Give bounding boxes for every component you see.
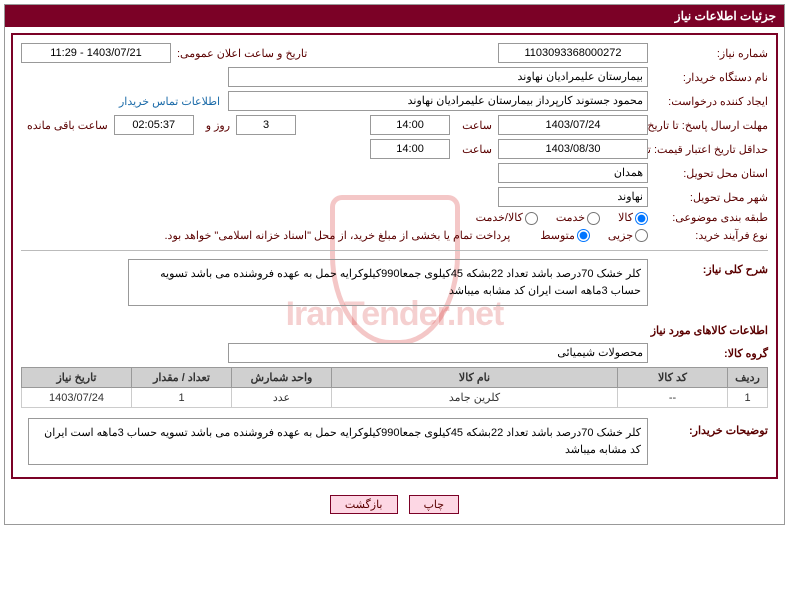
label-requester: ایجاد کننده درخواست: bbox=[648, 95, 768, 108]
radio-motavaset-label[interactable]: متوسط bbox=[540, 229, 590, 243]
field-remaining-time: 02:05:37 bbox=[114, 115, 194, 135]
th-date: تاریخ نیاز bbox=[22, 368, 132, 388]
row-need-number: شماره نیاز: 1103093368000272 تاریخ و ساع… bbox=[21, 43, 768, 63]
td-code: -- bbox=[618, 388, 728, 408]
row-general-desc: شرح کلی نیاز: کلر خشک 70درصد باشد تعداد … bbox=[21, 259, 768, 306]
row-goods-group: گروه کالا: محصولات شیمیائی bbox=[21, 343, 768, 363]
link-buyer-contact[interactable]: اطلاعات تماس خریدار bbox=[119, 95, 220, 108]
divider-1 bbox=[21, 250, 768, 251]
field-remaining-days: 3 bbox=[236, 115, 296, 135]
label-process: نوع فرآیند خرید: bbox=[648, 229, 768, 242]
radio-kala-text: کالا bbox=[618, 212, 633, 224]
row-city: شهر محل تحویل: نهاوند bbox=[21, 187, 768, 207]
label-announce: تاریخ و ساعت اعلان عمومی: bbox=[171, 47, 307, 60]
row-buyer-org: نام دستگاه خریدار: بیمارستان علیمرادیان … bbox=[21, 67, 768, 87]
radio-kalakhedmat-label[interactable]: کالا/خدمت bbox=[476, 211, 538, 225]
back-button[interactable]: بازگشت bbox=[330, 495, 398, 514]
page-header: جزئیات اطلاعات نیاز bbox=[5, 5, 784, 27]
field-city: نهاوند bbox=[498, 187, 648, 207]
radio-kalakhedmat-text: کالا/خدمت bbox=[476, 212, 523, 224]
th-row: ردیف bbox=[728, 368, 768, 388]
td-qty: 1 bbox=[132, 388, 232, 408]
label-city: شهر محل تحویل: bbox=[648, 191, 768, 204]
radio-kala[interactable] bbox=[635, 212, 648, 225]
section-goods-info: اطلاعات کالاهای مورد نیاز bbox=[21, 316, 768, 337]
field-announce: 1403/07/21 - 11:29 bbox=[21, 43, 171, 63]
radio-khedmat[interactable] bbox=[587, 212, 600, 225]
row-deadline: مهلت ارسال پاسخ: تا تاریخ: 1403/07/24 سا… bbox=[21, 115, 768, 135]
label-general-desc: شرح کلی نیاز: bbox=[648, 259, 768, 276]
field-general-desc: کلر خشک 70درصد باشد تعداد 22بشکه 45کیلوی… bbox=[128, 259, 648, 306]
goods-table: ردیف کد کالا نام کالا واحد شمارش تعداد /… bbox=[21, 367, 768, 408]
label-category: طبقه بندی موضوعی: bbox=[648, 211, 768, 224]
field-validity-time: 14:00 bbox=[370, 139, 450, 159]
label-remaining: ساعت باقی مانده bbox=[21, 119, 108, 132]
field-deadline-time: 14:00 bbox=[370, 115, 450, 135]
label-validity: حداقل تاریخ اعتبار قیمت: تا تاریخ: bbox=[628, 143, 768, 156]
table-header-row: ردیف کد کالا نام کالا واحد شمارش تعداد /… bbox=[22, 368, 768, 388]
radio-khedmat-text: خدمت bbox=[556, 212, 585, 224]
td-name: کلرین جامد bbox=[332, 388, 618, 408]
label-time2: ساعت bbox=[456, 143, 492, 156]
row-buyer-notes: توضیحات خریدار: کلر خشک 70درصد باشد تعدا… bbox=[21, 414, 768, 465]
field-need-number: 1103093368000272 bbox=[498, 43, 648, 63]
row-province: استان محل تحویل: همدان bbox=[21, 163, 768, 183]
button-row: چاپ بازگشت bbox=[5, 485, 784, 524]
label-province: استان محل تحویل: bbox=[648, 167, 768, 180]
radio-khedmat-label[interactable]: خدمت bbox=[556, 211, 600, 225]
label-buyer-org: نام دستگاه خریدار: bbox=[648, 71, 768, 84]
radio-jozi-label[interactable]: جزیی bbox=[608, 229, 648, 243]
radio-kala-label[interactable]: کالا bbox=[618, 211, 648, 225]
row-process: نوع فرآیند خرید: جزیی متوسط پرداخت تمام … bbox=[21, 229, 768, 243]
th-unit: واحد شمارش bbox=[232, 368, 332, 388]
radio-motavaset-text: متوسط bbox=[540, 230, 575, 242]
label-need-number: شماره نیاز: bbox=[648, 47, 768, 60]
row-category: طبقه بندی موضوعی: کالا خدمت کالا/خدمت bbox=[21, 211, 768, 225]
field-deadline-date: 1403/07/24 bbox=[498, 115, 648, 135]
field-buyer-notes: کلر خشک 70درصد باشد تعداد 22بشکه 45کیلوی… bbox=[28, 418, 648, 465]
radio-jozi-text: جزیی bbox=[608, 230, 633, 242]
field-goods-group: محصولات شیمیائی bbox=[228, 343, 648, 363]
td-date: 1403/07/24 bbox=[22, 388, 132, 408]
label-deadline: مهلت ارسال پاسخ: تا تاریخ: bbox=[648, 119, 768, 132]
field-validity-date: 1403/08/30 bbox=[498, 139, 648, 159]
print-button[interactable]: چاپ bbox=[409, 495, 460, 514]
td-row: 1 bbox=[728, 388, 768, 408]
td-unit: عدد bbox=[232, 388, 332, 408]
field-buyer-org: بیمارستان علیمرادیان نهاوند bbox=[228, 67, 648, 87]
row-validity: حداقل تاریخ اعتبار قیمت: تا تاریخ: 1403/… bbox=[21, 139, 768, 159]
outer-frame: جزئیات اطلاعات نیاز IranTender.net شماره… bbox=[4, 4, 785, 525]
label-time1: ساعت bbox=[456, 119, 492, 132]
th-code: کد کالا bbox=[618, 368, 728, 388]
table-row: 1 -- کلرین جامد عدد 1 1403/07/24 bbox=[22, 388, 768, 408]
field-requester: محمود جستوند کارپرداز بیمارستان علیمرادی… bbox=[228, 91, 648, 111]
label-goods-group: گروه کالا: bbox=[648, 347, 768, 360]
th-qty: تعداد / مقدار bbox=[132, 368, 232, 388]
radio-jozi[interactable] bbox=[635, 229, 648, 242]
radio-motavaset[interactable] bbox=[577, 229, 590, 242]
label-days-and: روز و bbox=[200, 119, 230, 132]
th-name: نام کالا bbox=[332, 368, 618, 388]
field-province: همدان bbox=[498, 163, 648, 183]
radio-kalakhedmat[interactable] bbox=[525, 212, 538, 225]
payment-note: پرداخت تمام یا بخشی از مبلغ خرید، از محل… bbox=[165, 229, 511, 242]
label-buyer-notes: توضیحات خریدار: bbox=[648, 414, 768, 437]
row-requester: ایجاد کننده درخواست: محمود جستوند کارپرد… bbox=[21, 91, 768, 111]
form-frame: IranTender.net شماره نیاز: 1103093368000… bbox=[11, 33, 778, 479]
